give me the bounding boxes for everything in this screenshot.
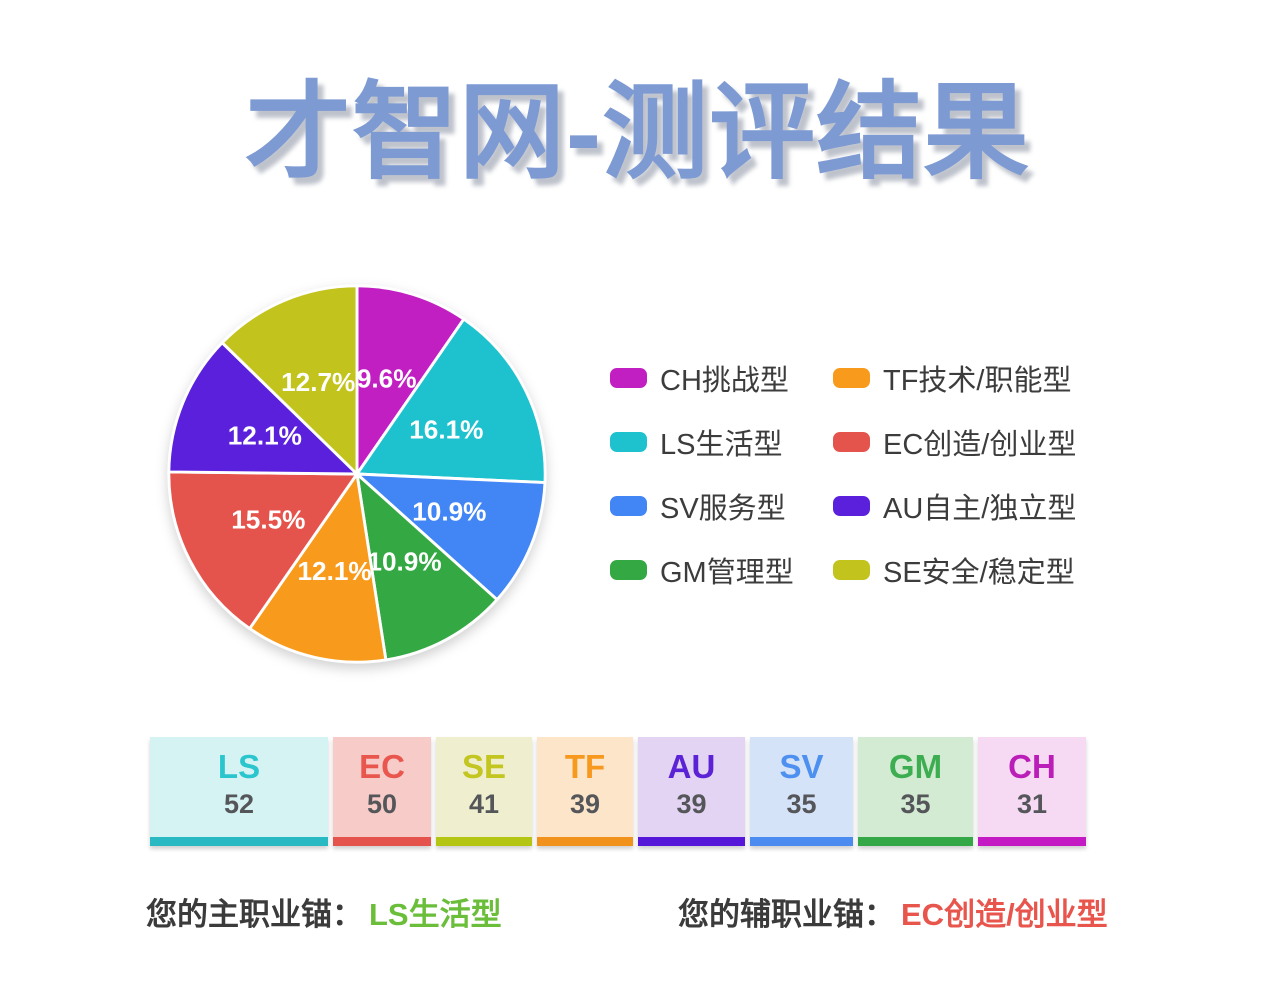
legend-swatch-icon xyxy=(833,560,870,580)
pie-slice-label-EC: 15.5% xyxy=(231,505,305,535)
primary-anchor-value: LS生活型 xyxy=(369,897,502,932)
legend-swatch-icon xyxy=(610,560,647,580)
score-cell-CH: CH 31 xyxy=(978,737,1086,846)
legend-swatch-icon xyxy=(833,432,870,452)
pie-slice-label-AU: 12.1% xyxy=(228,421,302,451)
score-cell-code: GM xyxy=(888,748,943,785)
legend-item-LS: LS生活型 xyxy=(610,421,833,463)
score-cell-value: 39 xyxy=(676,788,707,819)
pie-slice-label-LS: 16.1% xyxy=(409,414,483,444)
legend-item-SV: SV服务型 xyxy=(610,485,833,527)
legend-label: SE安全/稳定型 xyxy=(883,557,1075,589)
score-cell-SV: SV 35 xyxy=(750,737,853,846)
score-cell-value: 50 xyxy=(366,788,398,819)
pie-slice-LS xyxy=(355,317,547,485)
secondary-anchor-value: EC创造/创业型 xyxy=(901,897,1108,932)
legend-label: CH挑战型 xyxy=(660,365,789,397)
pie-slice-CH xyxy=(355,284,466,476)
pie-chart-svg: 9.6%16.1%10.9%10.9%12.1%15.5%12.1%12.7% xyxy=(167,284,547,664)
score-bar: LS 52 EC 50 SE 41 TF 39 AU 39 SV 35 GM 35 CH 31 xyxy=(150,737,1086,846)
score-cell-value: 31 xyxy=(1016,788,1048,819)
pie-slice-label-GM: 10.9% xyxy=(367,546,441,576)
score-cell-LS: LS 52 xyxy=(150,737,328,846)
legend-item-GM: GM管理型 xyxy=(610,549,833,591)
secondary-anchor: 您的辅职业锚： EC创造/创业型 xyxy=(678,889,1108,934)
pie-slice-TF xyxy=(248,472,388,664)
legend-swatch-icon xyxy=(833,496,870,516)
score-cell-code: LS xyxy=(217,748,261,785)
score-cell-value: 39 xyxy=(569,788,601,819)
pie-slice-label-CH: 9.6% xyxy=(357,363,417,393)
pie-slice-label-TF: 12.1% xyxy=(297,556,371,586)
legend-swatch-icon xyxy=(610,496,647,516)
legend-item-AU: AU自主/独立型 xyxy=(833,485,1076,527)
legend-swatch-icon xyxy=(610,368,647,388)
score-cell-code: EC xyxy=(359,748,405,785)
legend-label: AU自主/独立型 xyxy=(883,493,1077,525)
pie-slice-EC xyxy=(167,470,359,631)
legend-item-SE: SE安全/稳定型 xyxy=(833,549,1076,591)
score-cell-TF: TF 39 xyxy=(537,737,633,846)
score-cell-code: CH xyxy=(1008,748,1056,785)
pie-slice-GM xyxy=(355,472,499,662)
legend-item-EC: EC创造/创业型 xyxy=(833,421,1076,463)
score-cell-code: TF xyxy=(564,748,606,785)
score-cell-value: 52 xyxy=(223,788,255,819)
score-cell-code: AU xyxy=(667,748,716,785)
secondary-anchor-label: 您的辅职业锚： xyxy=(678,897,895,932)
score-cell-GM: GM 35 xyxy=(858,737,973,846)
score-cell-code: SE xyxy=(461,748,507,785)
legend-label: GM管理型 xyxy=(660,557,794,589)
legend-label: EC创造/创业型 xyxy=(883,429,1077,461)
pie-slice-SE xyxy=(220,284,359,476)
score-cell-value: 35 xyxy=(786,788,817,819)
legend-label: TF技术/职能型 xyxy=(883,365,1072,397)
score-cell-code: SV xyxy=(779,748,824,785)
legend-swatch-icon xyxy=(833,368,870,388)
score-cell-value: 35 xyxy=(900,788,931,819)
legend-item-TF: TF技术/职能型 xyxy=(833,357,1076,399)
pie-slice-label-SE: 12.7% xyxy=(281,367,355,397)
legend-label: SV服务型 xyxy=(660,493,786,525)
page-title: 才智网-测评结果 xyxy=(244,74,1031,192)
pie-slice-SV xyxy=(355,472,547,602)
pie-slice-AU xyxy=(167,341,359,476)
pie-chart: 9.6% 16.1% 10.9% 10.9% 12.1% 15.5% 12.1% 12.7% xyxy=(163,280,551,668)
score-cell-AU: AU 39 xyxy=(638,737,745,846)
score-cell-value: 41 xyxy=(468,788,500,819)
primary-anchor-label: 您的主职业锚： xyxy=(146,897,363,932)
legend-swatch-icon xyxy=(610,432,647,452)
chart-legend: CH挑战型 TF技术/职能型 LS生活型 EC创造/创业型 SV服务型 AU自主/独立型 G… xyxy=(610,346,1076,602)
score-cell-EC: EC 50 xyxy=(333,737,431,846)
score-cell-SE: SE 41 xyxy=(436,737,532,846)
pie-slice-label-SV: 10.9% xyxy=(412,496,486,526)
legend-label: LS生活型 xyxy=(660,429,783,461)
primary-anchor: 您的主职业锚： LS生活型 xyxy=(146,889,502,934)
legend-item-CH: CH挑战型 xyxy=(610,357,833,399)
